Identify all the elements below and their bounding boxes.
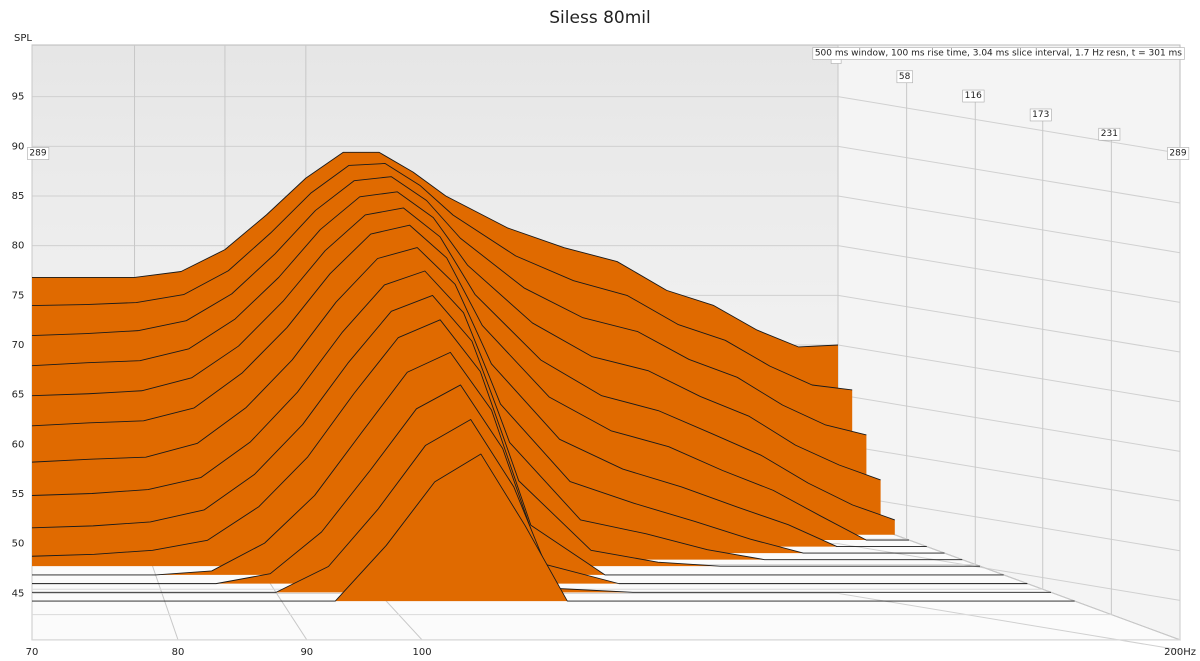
x-tick-label: 100 <box>412 647 431 658</box>
y-tick-label: 90 <box>12 141 25 152</box>
z-tick-label-box <box>27 147 50 160</box>
slice-line <box>31 163 853 391</box>
grid-line <box>837 294 1181 353</box>
slice-line <box>31 294 963 561</box>
slice-line <box>31 176 867 436</box>
z-tick-label: 58 <box>899 72 911 82</box>
x-tick-label: 200Hz <box>1164 647 1196 658</box>
grid-line <box>837 145 1181 204</box>
surface <box>31 151 1075 602</box>
grid-line <box>837 513 1181 641</box>
z-tick-label: 231 <box>1101 129 1118 139</box>
grid-line <box>837 394 1181 452</box>
y-tick-label: 50 <box>12 539 25 550</box>
y-tick-label: 65 <box>12 390 25 401</box>
grid-line <box>837 96 1181 154</box>
x-tick-label: 70 <box>26 647 39 658</box>
z-tick-label-box <box>1029 108 1052 122</box>
slice-line <box>31 270 945 554</box>
z-tick-label: 289 <box>29 149 46 159</box>
y-tick-label: 45 <box>12 588 25 599</box>
labels: 4550556065707580859095708090100200Hz0581… <box>12 47 1196 658</box>
y-tick-label: 95 <box>12 92 25 103</box>
z-tick-label-box <box>1167 147 1190 160</box>
y-axis-label: SPL <box>14 33 32 44</box>
grid-line <box>837 195 1181 254</box>
chart-title: Siless 80mil <box>549 8 650 28</box>
slice-line <box>32 453 1075 602</box>
grid-line <box>837 245 1181 303</box>
y-tick-label: 80 <box>12 241 25 252</box>
y-tick-label: 60 <box>12 439 25 450</box>
y-tick-label: 55 <box>12 489 25 500</box>
x-tick-label: 90 <box>300 647 313 658</box>
grid-line <box>837 592 1181 651</box>
z-tick-label-box <box>962 89 985 103</box>
slice-line <box>32 151 839 348</box>
slice-line <box>31 207 895 521</box>
z-tick-label: 173 <box>1032 110 1049 120</box>
y-tick-label: 70 <box>12 340 25 351</box>
slice-line <box>32 351 1004 576</box>
grid-line <box>837 493 1181 552</box>
annotation-box <box>812 47 1185 60</box>
slice-line <box>32 384 1028 585</box>
slice-line <box>31 247 927 548</box>
grid-line <box>837 443 1181 502</box>
z-tick-label-box <box>1098 127 1121 141</box>
slice-line <box>32 419 1052 593</box>
slice-fill <box>32 319 981 567</box>
x-tick-label: 80 <box>172 647 185 658</box>
annotation: 500 ms window, 100 ms rise time, 3.04 ms… <box>815 49 1182 59</box>
z-tick-label: 116 <box>965 91 982 101</box>
z-tick-label: 289 <box>1169 149 1186 159</box>
slice-line <box>31 224 910 541</box>
y-tick-label: 85 <box>12 191 25 202</box>
y-tick-label: 75 <box>12 290 25 301</box>
grid-line <box>837 344 1181 403</box>
z-tick-label-box <box>896 70 913 84</box>
slice-line <box>31 319 981 567</box>
slice-line <box>31 191 881 481</box>
